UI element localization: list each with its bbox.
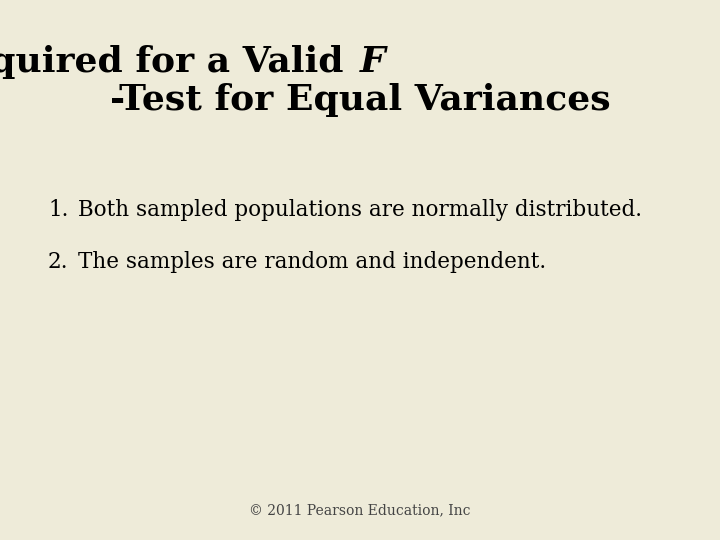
Text: 1.: 1.: [48, 199, 68, 221]
Text: F: F: [360, 45, 386, 79]
Text: The samples are random and independent.: The samples are random and independent.: [78, 251, 546, 273]
Text: Both sampled populations are normally distributed.: Both sampled populations are normally di…: [78, 199, 642, 221]
Text: Conditions Required for a Valid: Conditions Required for a Valid: [0, 45, 356, 79]
Text: 2.: 2.: [48, 251, 68, 273]
Text: © 2011 Pearson Education, Inc: © 2011 Pearson Education, Inc: [249, 503, 471, 517]
Text: -Test for Equal Variances: -Test for Equal Variances: [109, 83, 611, 117]
